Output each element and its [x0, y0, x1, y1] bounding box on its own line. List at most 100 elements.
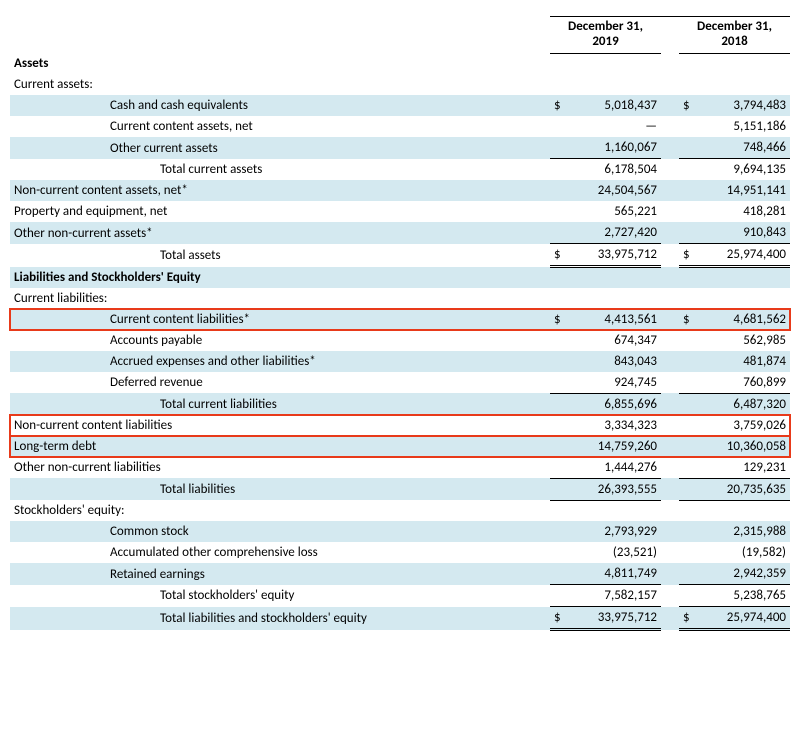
- header-col-2019: December 31,2019: [550, 17, 661, 54]
- value-2018: 481,874: [695, 351, 790, 372]
- value-2018: [695, 500, 790, 521]
- row-label: Total current assets: [10, 159, 550, 181]
- table-row: Deferred revenue924,745760,899: [10, 372, 790, 394]
- currency-symbol: $: [550, 244, 566, 267]
- row-label: Property and equipment, net: [10, 201, 550, 222]
- value-2019: 924,745: [566, 372, 661, 394]
- table-row: Accounts payable674,347562,985: [10, 330, 790, 351]
- row-label: Current liabilities:: [10, 288, 550, 309]
- value-2019: [566, 53, 661, 74]
- row-label: Total assets: [10, 244, 550, 267]
- table-row: Stockholders' equity:: [10, 500, 790, 521]
- value-2019: 3,334,323: [566, 415, 661, 436]
- currency-symbol: [679, 393, 695, 415]
- value-2019: 14,759,260: [566, 436, 661, 457]
- currency-symbol: [550, 74, 566, 95]
- value-2019: 2,793,929: [566, 521, 661, 542]
- value-2019: —: [566, 116, 661, 137]
- row-label: Accumulated other comprehensive loss: [10, 542, 550, 563]
- value-2018: 25,974,400: [695, 607, 790, 630]
- row-label: Total liabilities and stockholders' equi…: [10, 607, 550, 630]
- value-2019: 4,413,561: [566, 309, 661, 330]
- currency-symbol: [679, 222, 695, 244]
- row-label: Current content assets, net: [10, 116, 550, 137]
- currency-symbol: [679, 436, 695, 457]
- value-2018: 2,942,359: [695, 563, 790, 585]
- currency-symbol: [550, 116, 566, 137]
- row-label: Retained earnings: [10, 563, 550, 585]
- currency-symbol: [550, 585, 566, 607]
- value-2018: 6,487,320: [695, 393, 790, 415]
- row-label: Other current assets: [10, 137, 550, 159]
- table-row: Total liabilities26,393,55520,735,635: [10, 478, 790, 500]
- table-row: Current assets:: [10, 74, 790, 95]
- currency-symbol: [679, 542, 695, 563]
- table-row: Cash and cash equivalents$5,018,437$3,79…: [10, 95, 790, 116]
- currency-symbol: [679, 351, 695, 372]
- row-label: Stockholders' equity:: [10, 500, 550, 521]
- currency-symbol: [550, 288, 566, 309]
- currency-symbol: [550, 500, 566, 521]
- row-label: Assets: [10, 53, 550, 74]
- table-row: Retained earnings4,811,7492,942,359: [10, 563, 790, 585]
- value-2019: 33,975,712: [566, 607, 661, 630]
- value-2018: 9,694,135: [695, 159, 790, 181]
- currency-symbol: [679, 415, 695, 436]
- currency-symbol: [679, 330, 695, 351]
- row-label: Liabilities and Stockholders' Equity: [10, 267, 550, 288]
- table-row: Total assets$33,975,712$25,974,400: [10, 244, 790, 267]
- currency-symbol: [679, 53, 695, 74]
- row-label: Cash and cash equivalents: [10, 95, 550, 116]
- currency-symbol: [550, 159, 566, 181]
- value-2018: 3,794,483: [695, 95, 790, 116]
- currency-symbol: [679, 372, 695, 394]
- value-2018: 748,466: [695, 137, 790, 159]
- currency-symbol: $: [679, 244, 695, 267]
- value-2018: 910,843: [695, 222, 790, 244]
- currency-symbol: [550, 521, 566, 542]
- value-2018: 20,735,635: [695, 478, 790, 500]
- value-2018: [695, 288, 790, 309]
- currency-symbol: [679, 478, 695, 500]
- row-label: Other non-current liabilities: [10, 457, 550, 479]
- currency-symbol: $: [679, 309, 695, 330]
- currency-symbol: [550, 222, 566, 244]
- balance-sheet-table: December 31,2019December 31,2018AssetsCu…: [10, 10, 790, 631]
- currency-symbol: [679, 500, 695, 521]
- table-row: Other current assets 1,160,067 748,466: [10, 137, 790, 159]
- value-2019: 1,160,067: [566, 137, 661, 159]
- value-2019: 7,582,157: [566, 585, 661, 607]
- value-2018: 760,899: [695, 372, 790, 394]
- currency-symbol: $: [550, 95, 566, 116]
- currency-symbol: [550, 372, 566, 394]
- value-2018: 418,281: [695, 201, 790, 222]
- currency-symbol: [550, 180, 566, 201]
- currency-symbol: [550, 563, 566, 585]
- table-row: Accumulated other comprehensive loss(23,…: [10, 542, 790, 563]
- value-2019: [566, 500, 661, 521]
- currency-symbol: [679, 521, 695, 542]
- header-col-2018: December 31,2018: [679, 17, 790, 54]
- value-2018: 562,985: [695, 330, 790, 351]
- table-row: Non-current content liabilities3,334,323…: [10, 415, 790, 436]
- value-2019: [566, 267, 661, 288]
- row-label: Other non-current assets*: [10, 222, 550, 244]
- row-label: Total current liabilities: [10, 393, 550, 415]
- value-2019: [566, 288, 661, 309]
- row-label: Accrued expenses and other liabilities*: [10, 351, 550, 372]
- row-label: Non-current content assets, net*: [10, 180, 550, 201]
- table-row: Other non-current liabilities1,444,27612…: [10, 457, 790, 479]
- row-label: Accounts payable: [10, 330, 550, 351]
- currency-symbol: [679, 116, 695, 137]
- currency-symbol: [679, 563, 695, 585]
- currency-symbol: $: [550, 309, 566, 330]
- table-row: Accrued expenses and other liabilities*8…: [10, 351, 790, 372]
- currency-symbol: [550, 393, 566, 415]
- value-2018: 5,238,765: [695, 585, 790, 607]
- currency-symbol: [679, 288, 695, 309]
- currency-symbol: [550, 351, 566, 372]
- row-label: Long-term debt: [10, 436, 550, 457]
- currency-symbol: [679, 159, 695, 181]
- table-row: Long-term debt14,759,26010,360,058: [10, 436, 790, 457]
- value-2018: 129,231: [695, 457, 790, 479]
